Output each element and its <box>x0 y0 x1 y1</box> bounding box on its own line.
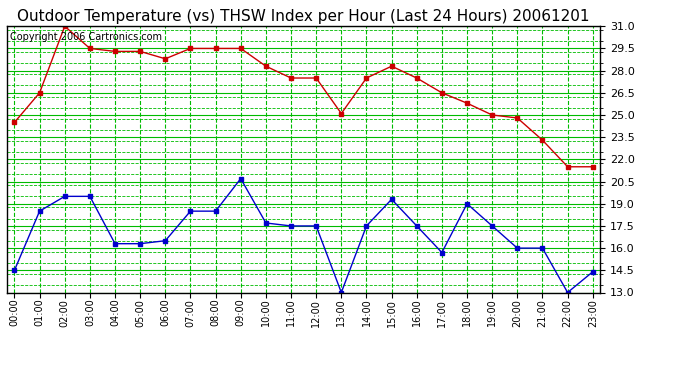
Title: Outdoor Temperature (vs) THSW Index per Hour (Last 24 Hours) 20061201: Outdoor Temperature (vs) THSW Index per … <box>17 9 590 24</box>
Text: Copyright 2006 Cartronics.com: Copyright 2006 Cartronics.com <box>10 32 162 42</box>
